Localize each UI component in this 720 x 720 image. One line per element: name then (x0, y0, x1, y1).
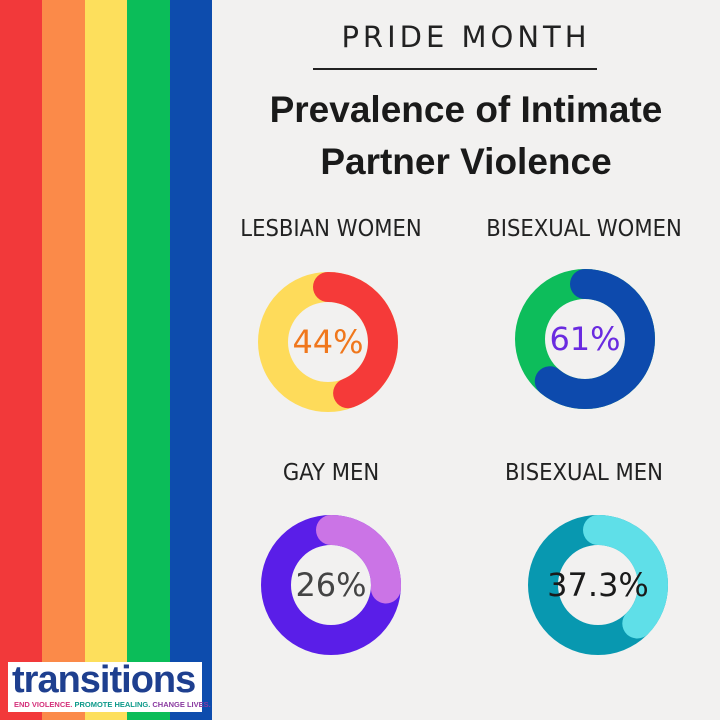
chart-label-gay-men: GAY MEN (282, 460, 380, 486)
eyebrow-pride-month: PRIDE MONTH (341, 20, 591, 54)
donut-value-arc (258, 272, 398, 412)
logo-word-part-1: tran (12, 659, 81, 701)
chart-label-lesbian-women: LESBIAN WOMEN (240, 216, 422, 242)
logo-tag-part-3: CHANGE LIVES. (152, 700, 211, 709)
logo-word-part-2: sitions (79, 659, 196, 701)
logo-tagline: END VIOLENCE. PROMOTE HEALING. CHANGE LI… (14, 700, 211, 709)
donut-svg (261, 515, 401, 655)
stripe-yellow (84, 0, 128, 720)
donut-value-label: 44% (292, 323, 364, 361)
donut-svg (515, 269, 655, 409)
donut-value-label: 26% (295, 566, 367, 604)
donut-svg (528, 515, 668, 655)
logo-wordmark: transitions (12, 659, 196, 702)
title-line-2: Partner Violence (320, 141, 612, 182)
donut-value-arc (528, 515, 668, 655)
chart-label-bisexual-women: BISEXUAL WOMEN (486, 216, 682, 242)
donut-value-label: 37.3% (547, 566, 649, 604)
donut-lesbian-women: 44% (253, 267, 403, 417)
donut-value-label: 61% (549, 320, 621, 358)
stripe-green (127, 0, 170, 720)
header-divider (313, 68, 597, 70)
page-title: Prevalence of Intimate Partner Violence (212, 84, 720, 188)
transitions-logo: transitions END VIOLENCE. PROMOTE HEALIN… (8, 659, 211, 712)
donut-bisexual-men: 37.3% (523, 510, 673, 660)
donut-bisexual-women: 61% (510, 264, 660, 414)
title-line-1: Prevalence of Intimate (269, 89, 663, 130)
logo-tag-part-2: PROMOTE HEALING. (74, 700, 153, 709)
stripe-red (0, 0, 43, 720)
logo-tag-part-1: END VIOLENCE. (14, 700, 75, 709)
rainbow-stripes (0, 0, 213, 720)
stripe-orange (42, 0, 85, 720)
stripe-blue (169, 0, 213, 720)
donut-gay-men: 26% (256, 510, 406, 660)
donut-svg (258, 272, 398, 412)
donut-value-arc (515, 269, 655, 409)
chart-label-bisexual-men: BISEXUAL MEN (504, 460, 663, 486)
donut-value-arc (261, 515, 401, 655)
